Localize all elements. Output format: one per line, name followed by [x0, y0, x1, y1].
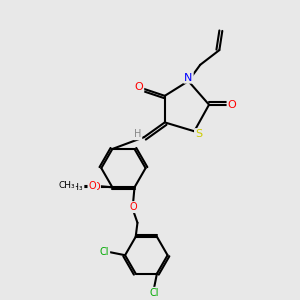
Text: O: O	[228, 100, 236, 110]
Text: O: O	[88, 181, 96, 191]
Text: Cl: Cl	[100, 247, 109, 257]
Text: CH₃: CH₃	[58, 181, 75, 190]
Text: Cl: Cl	[149, 288, 159, 298]
Text: O: O	[92, 182, 100, 192]
Text: H: H	[134, 129, 141, 139]
Text: OCH₃: OCH₃	[60, 183, 83, 192]
Text: O: O	[134, 82, 143, 92]
Text: O: O	[129, 202, 137, 212]
Text: N: N	[184, 73, 193, 82]
Text: S: S	[195, 129, 202, 139]
